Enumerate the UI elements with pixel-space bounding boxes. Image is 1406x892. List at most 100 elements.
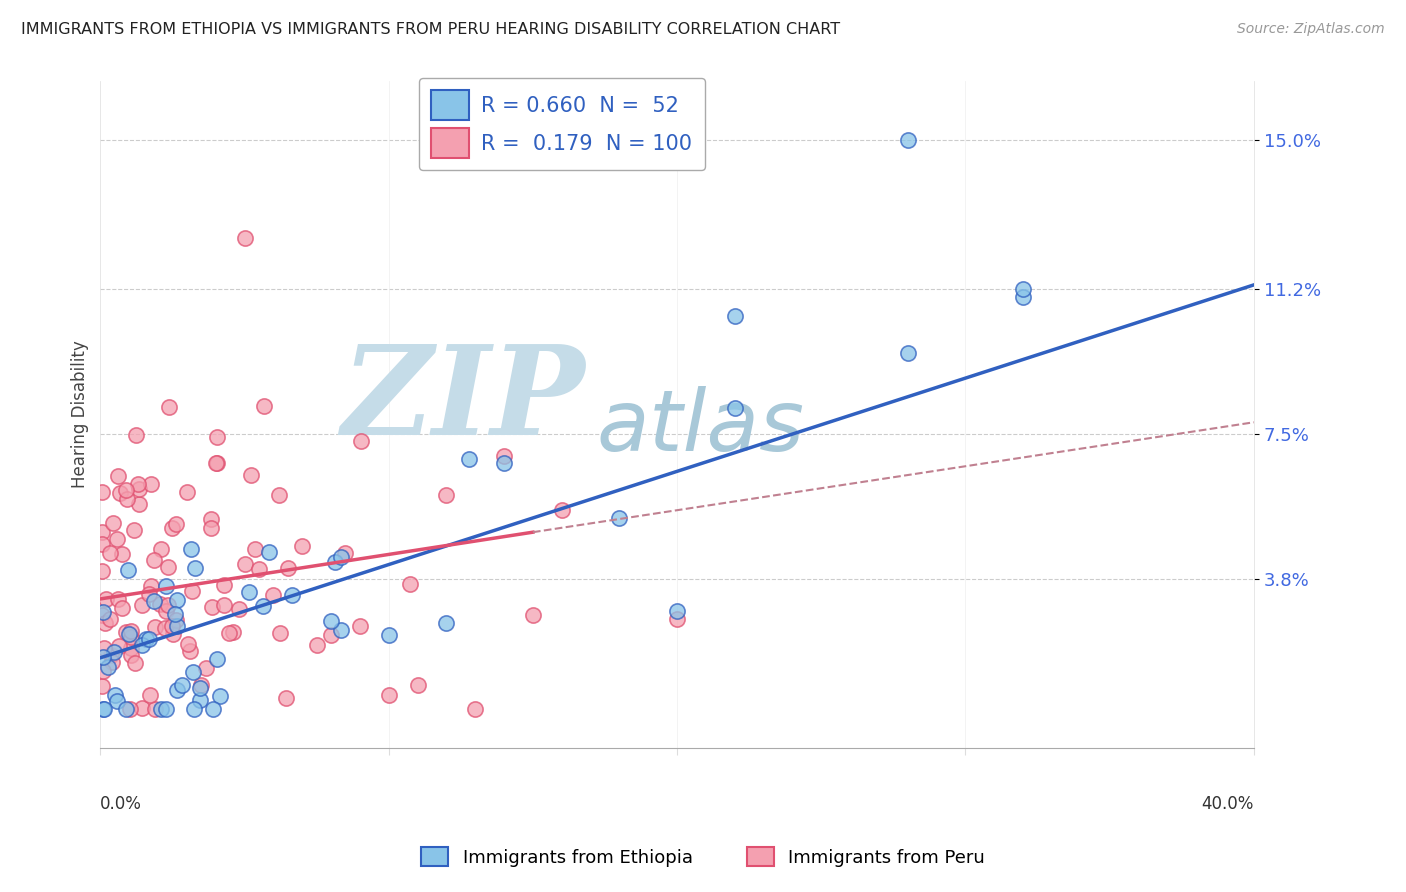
- Point: [131, 701, 153, 715]
- Point: [100, 655, 122, 669]
- Point: [93, 702, 115, 716]
- Text: Source: ZipAtlas.com: Source: ZipAtlas.com: [1237, 22, 1385, 37]
- Point: [335, 545, 357, 559]
- Point: [434, 616, 457, 631]
- Point: [398, 577, 420, 591]
- Point: [157, 400, 180, 414]
- Point: [103, 645, 125, 659]
- Point: [138, 587, 160, 601]
- Point: [280, 588, 302, 602]
- Point: [551, 502, 574, 516]
- Point: [190, 678, 212, 692]
- Point: [160, 521, 183, 535]
- Point: [233, 231, 256, 245]
- Point: [91, 605, 114, 619]
- Point: [131, 598, 153, 612]
- Point: [897, 133, 920, 147]
- Point: [101, 516, 124, 531]
- Point: [494, 449, 516, 463]
- Point: [155, 702, 177, 716]
- Point: [181, 665, 204, 679]
- Point: [117, 563, 139, 577]
- Point: [91, 702, 114, 716]
- Point: [239, 467, 262, 482]
- Point: [139, 688, 162, 702]
- Point: [666, 611, 689, 625]
- Point: [143, 593, 166, 607]
- Point: [222, 625, 245, 640]
- Point: [1012, 282, 1035, 296]
- Point: [163, 607, 186, 621]
- Point: [262, 588, 284, 602]
- Point: [165, 613, 187, 627]
- Point: [157, 598, 180, 612]
- Point: [180, 541, 202, 556]
- Point: [238, 585, 260, 599]
- Point: [139, 477, 162, 491]
- Point: [183, 561, 205, 575]
- Point: [323, 555, 346, 569]
- Point: [115, 625, 138, 640]
- Point: [243, 542, 266, 557]
- Point: [138, 632, 160, 646]
- Point: [90, 484, 112, 499]
- Point: [111, 601, 134, 615]
- Point: [120, 640, 142, 655]
- Legend: Immigrants from Ethiopia, Immigrants from Peru: Immigrants from Ethiopia, Immigrants fro…: [413, 840, 993, 874]
- Point: [117, 491, 139, 506]
- Point: [228, 602, 250, 616]
- Point: [120, 624, 142, 639]
- Point: [330, 549, 353, 564]
- Point: [377, 688, 399, 702]
- Point: [205, 651, 228, 665]
- Point: [105, 694, 128, 708]
- Point: [97, 660, 120, 674]
- Point: [291, 540, 314, 554]
- Point: [319, 628, 342, 642]
- Point: [91, 650, 114, 665]
- Point: [200, 521, 222, 535]
- Point: [609, 511, 631, 525]
- Point: [274, 690, 297, 705]
- Point: [1012, 290, 1035, 304]
- Point: [305, 638, 328, 652]
- Point: [145, 702, 167, 716]
- Point: [155, 604, 177, 618]
- Text: 0.0%: 0.0%: [100, 795, 142, 814]
- Point: [233, 558, 256, 572]
- Point: [494, 456, 516, 470]
- Point: [377, 628, 399, 642]
- Point: [176, 637, 198, 651]
- Point: [108, 639, 131, 653]
- Point: [120, 630, 142, 644]
- Point: [247, 562, 270, 576]
- Point: [897, 346, 920, 360]
- Point: [724, 310, 747, 324]
- Point: [142, 552, 165, 566]
- Point: [107, 592, 129, 607]
- Point: [319, 614, 342, 628]
- Point: [350, 434, 373, 449]
- Point: [458, 452, 481, 467]
- Point: [201, 599, 224, 614]
- Point: [166, 593, 188, 607]
- Point: [724, 401, 747, 415]
- Y-axis label: Hearing Disability: Hearing Disability: [72, 341, 89, 488]
- Point: [115, 702, 138, 716]
- Point: [98, 546, 121, 560]
- Point: [522, 607, 544, 622]
- Point: [204, 456, 226, 470]
- Point: [179, 644, 201, 658]
- Point: [98, 612, 121, 626]
- Point: [111, 547, 134, 561]
- Point: [90, 536, 112, 550]
- Point: [149, 702, 172, 716]
- Point: [108, 486, 131, 500]
- Point: [131, 638, 153, 652]
- Text: ZIP: ZIP: [342, 341, 585, 462]
- Point: [176, 485, 198, 500]
- Text: 40.0%: 40.0%: [1202, 795, 1254, 814]
- Point: [180, 583, 202, 598]
- Point: [166, 619, 188, 633]
- Point: [166, 682, 188, 697]
